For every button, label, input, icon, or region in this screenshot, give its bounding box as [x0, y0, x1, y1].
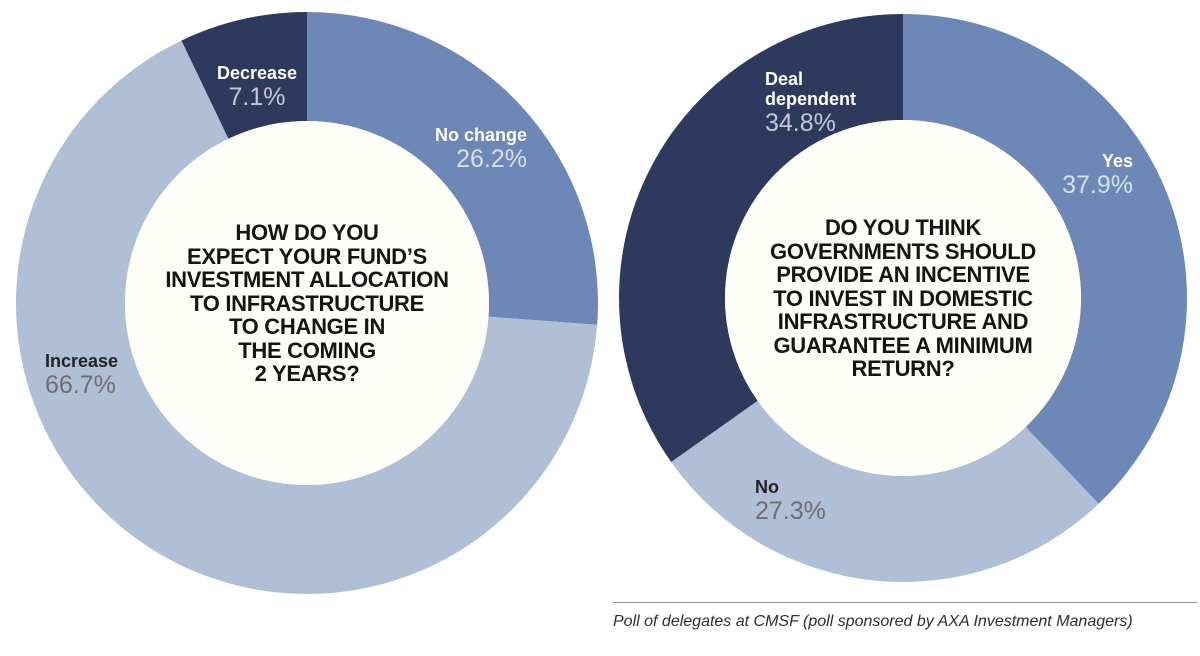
segment-percent: 7.1%: [228, 83, 286, 111]
segment-name: Increase: [45, 351, 119, 371]
segment-label-yes: Yes 37.9%: [1062, 151, 1133, 198]
segment-name: Yes: [1101, 151, 1133, 171]
segment-percent: 34.8%: [765, 109, 836, 137]
segment-label-increase: Increase 66.7%: [45, 351, 118, 398]
chart-question: HOW DO YOU EXPECT YOUR FUND’S INVESTMENT…: [165, 219, 449, 386]
chart-question: DO YOU THINK GOVERNMENTS SHOULD PROVIDE …: [770, 214, 1036, 381]
segment-label-deal-dependent: Deal dependent 34.8%: [765, 69, 877, 136]
donut-segment-deal-dependent: [619, 14, 903, 463]
segment-label-no-change: No change 26.2%: [435, 125, 527, 172]
source-caption: Poll of delegates at CMSF (poll sponsore…: [613, 613, 1133, 630]
donut-segment-yes: [903, 14, 1187, 504]
donut-hole: [125, 121, 489, 485]
segment-percent: 27.3%: [755, 497, 826, 525]
segment-name: No change: [434, 125, 527, 145]
right-donut-chart: DO YOU THINK GOVERNMENTS SHOULD PROVIDE …: [603, 0, 1200, 598]
donut-segment-no: [671, 400, 1099, 582]
donut-segment-no-change: [307, 12, 598, 325]
donut-svg-1: [619, 14, 1187, 582]
caption-divider: [613, 602, 1197, 603]
segment-label-no: No 27.3%: [755, 477, 826, 524]
segment-name: No: [755, 477, 779, 497]
segment-percent: 66.7%: [45, 371, 116, 399]
donut-hole: [725, 120, 1081, 476]
donut-segment-decrease: [181, 12, 307, 139]
segment-name: Decrease: [216, 63, 298, 83]
segment-percent: 26.2%: [456, 145, 527, 173]
donut-segment-increase: [15, 40, 598, 595]
donut-svg-0: [15, 12, 598, 595]
left-donut-chart: HOW DO YOU EXPECT YOUR FUND’S INVESTMENT…: [7, 3, 607, 603]
segment-percent: 37.9%: [1062, 171, 1133, 199]
segment-name: Deal dependent: [765, 69, 857, 109]
segment-label-decrease: Decrease 7.1%: [217, 63, 297, 110]
